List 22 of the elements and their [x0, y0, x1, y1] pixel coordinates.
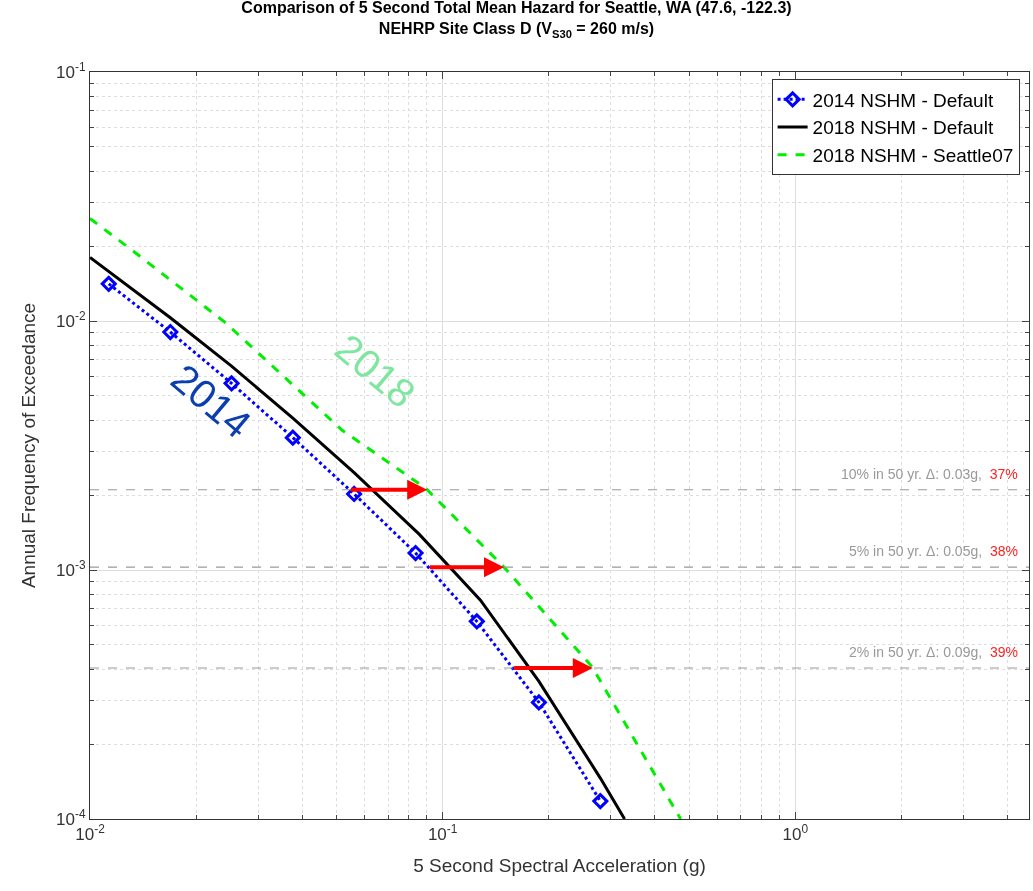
chart-title: Comparison of 5 Second Total Mean Hazard for Seattle, WA (47.6, -122.3) — [241, 0, 792, 17]
legend-label: 2018 NSHM - Default — [812, 117, 994, 139]
y-axis-title: Annual Frequency of Exceedance — [17, 302, 39, 589]
point — [284, 429, 301, 446]
point — [100, 275, 117, 292]
legend-label: 2014 NSHM - Default — [812, 89, 994, 111]
y-tick-label: 10$^{-1}$ — [56, 59, 86, 82]
y-tick-label: 10$^{-2}$ — [56, 308, 86, 331]
point — [592, 793, 609, 810]
x-tick-label: 10$^{0}$ — [782, 822, 809, 845]
point — [162, 324, 179, 341]
legend-label: 2018 NSHM - Seattle07 — [812, 145, 1014, 167]
point — [530, 694, 547, 711]
y-tick-label: 10$^{-3}$ — [56, 557, 86, 580]
x-axis-title: 5 Second Spectral Acceleration (g) — [413, 855, 706, 877]
point — [407, 545, 424, 562]
point — [468, 613, 485, 630]
annotation: 2% in 50 yr. Δ: 0.09g, 39% — [849, 644, 1018, 660]
x-tick-label: 10$^{-1}$ — [427, 822, 458, 845]
chart-subtitle: NEHRP Site Class D (V$_{S30}$ = 260 m/s) — [378, 20, 655, 40]
annotation: 10% in 50 yr. Δ: 0.03g, 37% — [841, 466, 1018, 482]
annotation: 5% in 50 yr. Δ: 0.05g, 38% — [849, 543, 1018, 559]
